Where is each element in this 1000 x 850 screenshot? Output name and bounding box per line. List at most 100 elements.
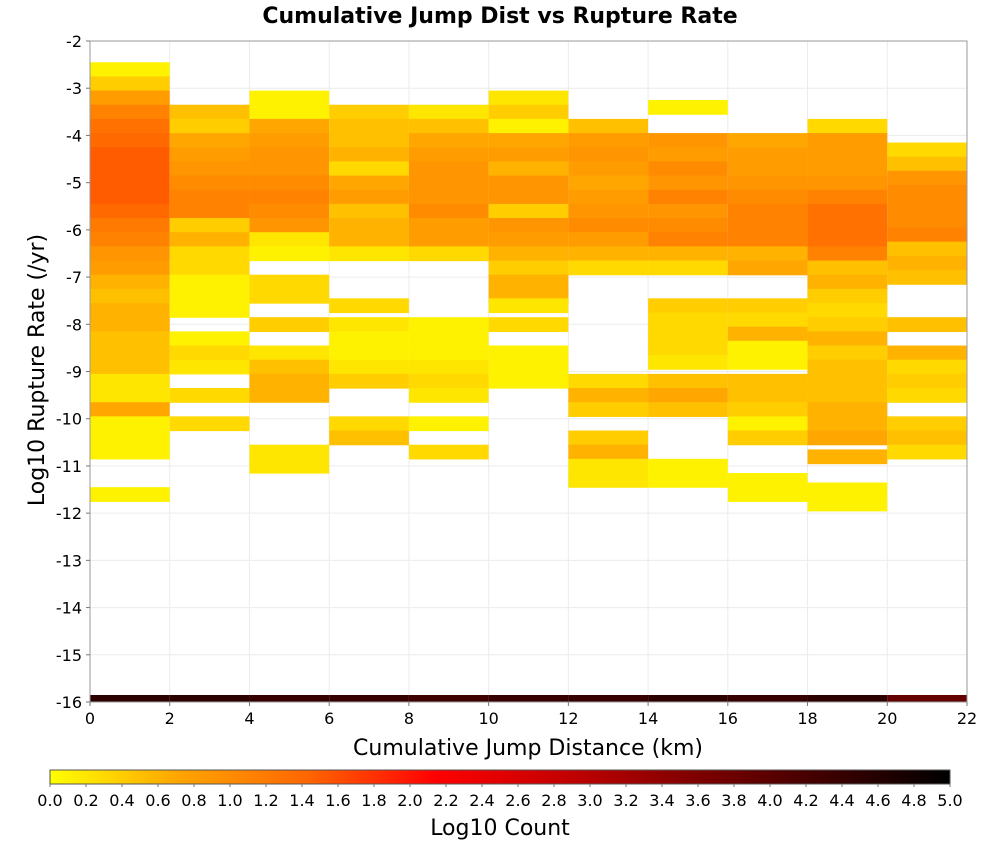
heatmap-cell <box>648 147 728 162</box>
heatmap-cell <box>807 373 888 389</box>
heatmap-cell <box>648 312 728 328</box>
heatmap-cell <box>727 487 808 502</box>
y-tick-label: -13 <box>56 551 82 570</box>
heatmap-cell <box>408 232 489 247</box>
y-tick-label: -4 <box>66 126 82 145</box>
heatmap-cell <box>329 317 409 332</box>
heatmap-cell <box>90 104 170 120</box>
heatmap-cell <box>249 147 330 162</box>
heatmap-cell <box>568 260 649 276</box>
y-tick-label: -2 <box>66 32 82 51</box>
colorbar-tick-label: 1.6 <box>325 791 350 810</box>
heatmap-cell <box>249 359 330 375</box>
heatmap-cell <box>648 161 728 177</box>
heatmap-cell <box>90 189 170 205</box>
colorbar-tick-label: 0.4 <box>109 791 134 810</box>
heatmap-cell <box>90 175 170 191</box>
heatmap-cell <box>887 359 967 375</box>
heatmap-cell-bottom <box>887 695 967 702</box>
heatmap-cell <box>169 104 250 120</box>
heatmap-cell <box>887 213 967 229</box>
heatmap-cell <box>887 156 967 172</box>
x-axis-label: Cumulative Jump Distance (km) <box>353 736 703 761</box>
heatmap-cell <box>807 175 888 191</box>
heatmap-cell <box>169 359 250 375</box>
heatmap-cell <box>807 416 888 432</box>
heatmap-cell <box>408 331 489 347</box>
heatmap-cell <box>807 388 888 403</box>
heatmap-cell <box>488 260 569 276</box>
heatmap-cell <box>488 104 569 120</box>
heatmap-cell <box>329 189 409 205</box>
heatmap-cell <box>329 246 409 262</box>
heatmap-cell-bottom <box>169 695 250 702</box>
heatmap-cell <box>249 133 330 148</box>
heatmap-cell <box>249 218 330 233</box>
heatmap-cell <box>727 260 808 276</box>
x-axis-ticks: 0 2 4 6 8 10 12 14 16 18 20 22 <box>85 702 977 728</box>
heatmap-cell <box>488 298 569 314</box>
heatmap-cell <box>648 133 728 148</box>
heatmap-cell <box>408 345 489 361</box>
heatmap-cell <box>568 373 649 389</box>
heatmap-cell <box>329 133 409 148</box>
heatmap-cell <box>648 354 728 370</box>
heatmap-cell <box>90 487 170 502</box>
x-tick-label: 6 <box>324 709 334 728</box>
heatmap-cell <box>807 246 888 262</box>
heatmap-cell <box>648 298 728 314</box>
heatmap-cell <box>648 175 728 191</box>
heatmap-cell <box>887 170 967 186</box>
colorbar-tick-label: 1.0 <box>217 791 242 810</box>
x-tick-label: 18 <box>797 709 817 728</box>
colorbar-tick-label: 0.6 <box>145 791 170 810</box>
heatmap-cell <box>648 373 728 389</box>
y-tick-label: -6 <box>66 221 82 240</box>
heatmap-cell <box>887 373 967 389</box>
heatmap-cell <box>408 416 489 432</box>
heatmap-cell <box>249 388 330 403</box>
colorbar-tick-label: 3.4 <box>649 791 674 810</box>
heatmap-cell <box>169 331 250 347</box>
heatmap-cell <box>169 218 250 233</box>
chart-title: Cumulative Jump Dist vs Rupture Rate <box>262 4 737 29</box>
heatmap-cell <box>887 227 967 243</box>
heatmap-cell <box>727 218 808 233</box>
heatmap-cell <box>249 90 330 106</box>
heatmap-cell <box>488 175 569 191</box>
heatmap-cell <box>408 203 489 219</box>
heatmap-cell-bottom <box>329 695 409 702</box>
heatmap-cell-bottom <box>488 695 569 702</box>
heatmap-cell <box>887 255 967 271</box>
heatmap-cell <box>90 133 170 148</box>
heatmap-cell <box>648 203 728 219</box>
heatmap-cell <box>329 373 409 389</box>
heatmap-cell <box>807 189 888 205</box>
y-tick-label: -11 <box>56 457 82 476</box>
heatmap-cell <box>648 232 728 247</box>
colorbar-tick-label: 0.8 <box>181 791 206 810</box>
heatmap-cell <box>727 312 808 328</box>
heatmap-cell <box>408 175 489 191</box>
heatmap-cell <box>488 118 569 134</box>
heatmap-cell <box>408 373 489 389</box>
heatmap-cell <box>727 373 808 389</box>
heatmap-cell <box>90 260 170 276</box>
heatmap-cell-bottom <box>568 695 649 702</box>
heatmap-cell <box>727 147 808 162</box>
y-tick-label: -10 <box>56 410 82 429</box>
heatmap-cell <box>727 175 808 191</box>
heatmap-cell <box>727 203 808 219</box>
heatmap-cell <box>648 402 728 417</box>
heatmap-cell <box>727 161 808 177</box>
heatmap-cell <box>249 161 330 177</box>
heatmap-cell <box>90 359 170 375</box>
heatmap-cell <box>807 274 888 290</box>
heatmap-cell <box>90 288 170 304</box>
heatmap-cell <box>887 241 967 257</box>
heatmap-cell <box>648 100 728 115</box>
heatmap-cell <box>169 232 250 247</box>
y-axis-label: Log10 Rupture Rate (/yr) <box>25 234 50 506</box>
heatmap-cell <box>329 232 409 247</box>
heatmap-cell <box>90 76 170 92</box>
